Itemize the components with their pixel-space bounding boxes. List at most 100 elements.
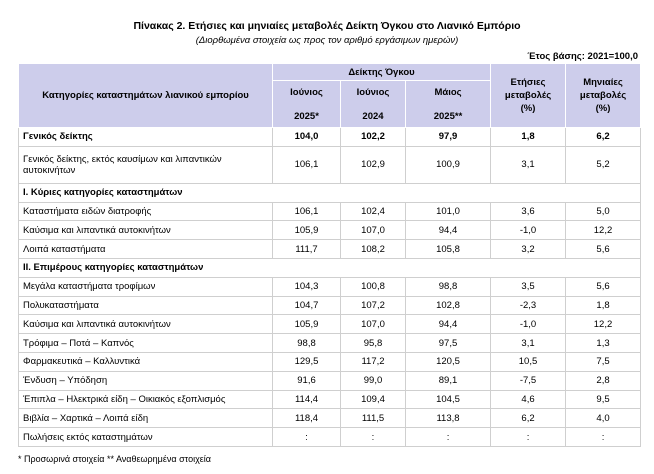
value-cell: 5,0 <box>565 201 642 222</box>
header-line: Ετήσιες <box>510 77 546 88</box>
category-header: Κατηγορίες καταστημάτων λιανικού εμπορίο… <box>18 63 273 128</box>
value-cell: 98,8 <box>272 333 341 353</box>
value-cell: : <box>490 427 567 447</box>
value-cell: 12,2 <box>565 220 642 241</box>
table: Κατηγορίες καταστημάτων λιανικού εμπορίο… <box>17 63 642 447</box>
header-line: 2025* <box>294 110 319 122</box>
value-cell: 97,9 <box>404 127 492 147</box>
value-cell: 102,2 <box>340 127 406 147</box>
value-cell: 107,2 <box>340 295 406 316</box>
data-row: Φαρμακευτικά – Καλλυντικά 129,5 117,2 120,5… <box>18 351 642 372</box>
value-cell: 100,8 <box>340 276 406 297</box>
value-cell: 98,8 <box>404 276 492 297</box>
data-row: Βιβλία – Χαρτικά – Λοιπά είδη 118,4 111,5 1… <box>18 408 642 429</box>
row-label: Ένδυση – Υπόδηση <box>18 370 273 391</box>
label-line: Καύσιμα και λιπαντικά αυτοκινήτων <box>23 224 171 236</box>
data-row: Πωλήσεις εκτός καταστημάτων::::: <box>18 427 642 447</box>
value-cell: 120,5 <box>404 351 492 372</box>
index-column-header: Ιούνιος 2024 <box>340 80 406 128</box>
value-cell: -1,0 <box>490 314 567 335</box>
value-cell: -2,3 <box>490 295 567 316</box>
value-cell: 104,0 <box>272 127 341 147</box>
value-cell: 12,2 <box>565 314 642 335</box>
row-label: Πωλήσεις εκτός καταστημάτων <box>18 427 273 447</box>
header-row: Ιούνιος 2025* Ιούνιος 2024 Μάιος 2025** <box>19 80 641 128</box>
section-row: II. Επιμέρους κατηγορίες καταστημάτων <box>17 257 642 278</box>
data-row: Ένδυση – Υπόδηση 91,6 99,0 89,1 -7,5 2,8 <box>18 370 642 391</box>
data-row: Έπιπλα – Ηλεκτρικά είδη – Οικιακός εξοπλ… <box>18 389 642 410</box>
data-row: Γενικός δείκτης 104,0 102,2 97,9 1,8 6,2 <box>18 127 642 147</box>
value-cell: -7,5 <box>490 370 567 391</box>
header-line: Ιούνιος <box>290 86 323 98</box>
row-label: Βιβλία – Χαρτικά – Λοιπά είδη <box>18 408 273 429</box>
value-cell: 3,1 <box>490 333 567 353</box>
header-line: Ιούνιος <box>356 86 390 98</box>
index-column-header: Μάιος 2025** <box>404 80 492 128</box>
value-cell: 111,7 <box>272 239 341 259</box>
value-cell: 9,5 <box>565 389 642 410</box>
value-cell: 97,5 <box>404 333 492 353</box>
data-row: Γενικός δείκτης, εκτός καυσίμων και λιπα… <box>18 145 642 184</box>
label-line: Πωλήσεις εκτός καταστημάτων <box>23 431 153 443</box>
label-line: Γενικός δείκτης <box>23 131 93 143</box>
value-cell: 106,1 <box>272 145 341 184</box>
base-year: Έτος βάσης: 2021=100,0 <box>527 51 638 62</box>
index-header: Δείκτης Όγκου <box>271 63 492 81</box>
value-cell: 114,4 <box>272 389 341 410</box>
label-line: Γενικός δείκτης, εκτός καυσίμων και λιπα… <box>23 153 222 165</box>
value-cell: 89,1 <box>404 370 492 391</box>
row-label: Γενικός δείκτης <box>18 127 273 147</box>
value-cell: 1,8 <box>565 295 642 316</box>
value-cell: 118,4 <box>272 408 341 429</box>
label-line: Λοιπά καταστήματα <box>23 243 106 255</box>
value-cell: 6,2 <box>490 408 567 429</box>
value-cell: 7,5 <box>565 351 642 372</box>
value-cell: -1,0 <box>490 220 567 241</box>
footnote: * Προσωρινά στοιχεία ** Αναθεωρημένα στο… <box>18 454 212 464</box>
value-cell: 5,2 <box>565 145 642 184</box>
value-cell: 129,5 <box>272 351 341 372</box>
data-row: Καύσιμα και λιπαντικά αυτοκινήτων 105,9 10… <box>18 314 642 335</box>
value-cell: 100,9 <box>404 145 492 184</box>
value-cell: 94,4 <box>404 220 492 241</box>
value-cell: 1,8 <box>490 127 567 147</box>
value-cell: 6,2 <box>565 127 642 147</box>
row-label: Καταστήματα ειδών διατροφής <box>18 201 273 222</box>
value-cell: : <box>404 427 492 447</box>
value-cell: 102,8 <box>404 295 492 316</box>
value-cell: 106,1 <box>272 201 341 222</box>
value-cell: 101,0 <box>404 201 492 222</box>
header-row: Κατηγορίες καταστημάτων λιανικού εμπορίο… <box>18 63 642 128</box>
row-label: Τρόφιμα – Ποτά – Καπνός <box>18 333 273 353</box>
value-cell: 1,3 <box>565 333 642 353</box>
value-cell: 3,1 <box>490 145 567 184</box>
value-cell: 5,6 <box>565 276 642 297</box>
value-cell: 107,0 <box>340 220 406 241</box>
label-line: Καταστήματα ειδών διατροφής <box>23 205 152 217</box>
header-line: μεταβολές <box>579 90 627 101</box>
value-cell: : <box>565 427 642 447</box>
value-cell: 105,9 <box>272 314 341 335</box>
value-cell: 102,4 <box>340 201 406 222</box>
label-line: αυτοκινήτων <box>23 164 76 176</box>
value-cell: : <box>272 427 341 447</box>
value-cell: 117,2 <box>340 351 406 372</box>
value-cell: 108,2 <box>340 239 406 259</box>
label-line: Βιβλία – Χαρτικά – Λοιπά είδη <box>23 412 149 424</box>
value-cell: 4,0 <box>565 408 642 429</box>
value-cell: 3,5 <box>490 276 567 297</box>
value-cell: 99,0 <box>340 370 406 391</box>
value-cell: 94,4 <box>404 314 492 335</box>
value-cell: 104,7 <box>272 295 341 316</box>
label-line: Καύσιμα και λιπαντικά αυτοκινήτων <box>23 318 171 330</box>
value-cell: 107,0 <box>340 314 406 335</box>
row-label: Λοιπά καταστήματα <box>18 239 273 259</box>
value-cell: 2,8 <box>565 370 642 391</box>
subtitle: (Διορθωμένα στοιχεία ως προς τον αριθμό … <box>195 35 459 46</box>
value-cell: : <box>340 427 406 447</box>
value-cell: 10,5 <box>490 351 567 372</box>
value-cell: 4,6 <box>490 389 567 410</box>
change-header: Μηνιαίες μεταβολές (%) <box>565 63 642 128</box>
data-row: Μεγάλα καταστήματα τροφίμων 104,3 100,8 98,… <box>18 276 642 297</box>
